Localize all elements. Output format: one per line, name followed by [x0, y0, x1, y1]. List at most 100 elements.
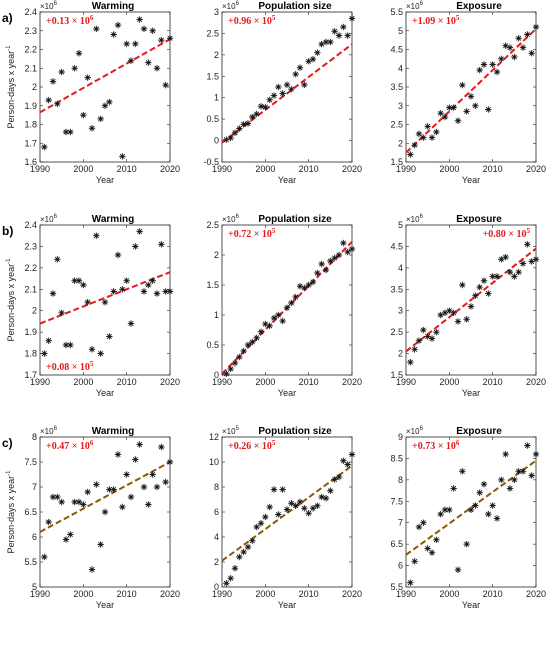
data-point [123, 471, 130, 478]
point-stroke [249, 339, 255, 345]
multiplier-base: ×10 [40, 2, 54, 11]
y-tick-label: 1.8 [24, 120, 37, 130]
point-stroke [507, 485, 513, 491]
point-stroke [416, 338, 422, 344]
data-point [41, 553, 48, 561]
point-stroke [46, 338, 52, 344]
multiplier-base: ×10 [40, 427, 54, 436]
y-tick-label: 4 [398, 63, 403, 73]
point-stroke [433, 329, 439, 335]
data-point [502, 253, 509, 261]
point-stroke [336, 252, 342, 258]
point-stroke [267, 504, 273, 510]
point-stroke [72, 278, 78, 284]
data-point [275, 311, 282, 319]
point-stroke [262, 104, 268, 110]
x-tick-label: 2000 [73, 589, 93, 599]
x-tick-label: 2000 [255, 164, 275, 174]
annotation-exponent: 6 [90, 439, 94, 447]
point-stroke [119, 153, 125, 159]
point-stroke [80, 112, 86, 118]
data-point [67, 128, 74, 136]
data-point [110, 288, 117, 295]
y-tick-label: 2.2 [24, 263, 37, 273]
data-point [424, 123, 431, 130]
y-multiplier: ×106 [406, 1, 424, 11]
x-tick-label: 2020 [342, 164, 362, 174]
data-point [344, 248, 351, 256]
plot-frame [221, 224, 353, 376]
point-stroke [85, 75, 91, 81]
plot-frame [39, 11, 171, 163]
point-stroke [524, 241, 530, 247]
point-stroke [412, 346, 418, 352]
data-point [532, 450, 540, 458]
point-stroke [464, 316, 470, 322]
y-multiplier: ×106 [222, 214, 240, 224]
x-tick-label: 1990 [212, 164, 232, 174]
point-stroke [477, 67, 483, 73]
data-point [58, 309, 65, 317]
point-stroke [72, 499, 78, 505]
data-point [279, 90, 286, 97]
data-point [236, 553, 243, 561]
x-tick-label: 2010 [299, 377, 319, 387]
data-point [309, 505, 317, 512]
point-stroke [150, 278, 156, 284]
multiplier-base: ×10 [222, 427, 236, 436]
data-point [101, 508, 109, 516]
point-stroke [163, 479, 169, 485]
data-point [437, 510, 444, 518]
point-stroke [306, 510, 312, 516]
point-stroke [124, 471, 130, 478]
x-tick-label: 2010 [483, 377, 503, 387]
y-tick-label: 6.5 [24, 507, 37, 517]
point-stroke [76, 278, 82, 284]
data-point [309, 278, 317, 286]
point-stroke [128, 494, 134, 500]
point-stroke [232, 565, 238, 571]
data-point [318, 260, 325, 268]
point-stroke [442, 310, 448, 316]
data-point [236, 353, 243, 361]
point-stroke [249, 114, 255, 120]
data-point [158, 443, 165, 451]
point-stroke [297, 65, 303, 71]
point-stroke [511, 273, 517, 279]
point-stroke [232, 360, 238, 366]
point-stroke [245, 342, 251, 348]
y-tick-label: 3 [398, 101, 403, 111]
point-stroke [158, 37, 164, 43]
data-point [493, 273, 501, 280]
point-stroke [119, 504, 125, 510]
data-point [348, 15, 356, 22]
point-stroke [446, 507, 452, 513]
trend-line [39, 461, 171, 533]
data-point [424, 545, 431, 552]
data-point [407, 151, 414, 158]
point-stroke [340, 240, 346, 246]
data-point [145, 501, 152, 508]
y-axis-label: Person-days x year-1 [6, 258, 16, 342]
data-point [407, 579, 414, 586]
x-tick-label: 2020 [160, 164, 180, 174]
y-tick-label: 4 [214, 532, 219, 542]
y-tick-label: 7 [398, 518, 403, 528]
point-stroke [158, 241, 164, 247]
data-point [480, 480, 488, 488]
data-point [476, 489, 483, 496]
point-stroke [516, 269, 522, 275]
point-stroke [128, 321, 134, 327]
point-stroke [132, 41, 138, 47]
data-point [249, 338, 256, 346]
data-point [515, 35, 522, 42]
data-point [348, 245, 356, 253]
data-point [433, 536, 440, 544]
point-stroke [433, 537, 439, 543]
point-stroke [76, 499, 82, 505]
data-point [472, 102, 479, 109]
point-stroke [446, 308, 452, 314]
x-axis-label: Year [462, 600, 480, 610]
x-tick-label: 2010 [117, 164, 137, 174]
point-stroke [85, 489, 91, 495]
